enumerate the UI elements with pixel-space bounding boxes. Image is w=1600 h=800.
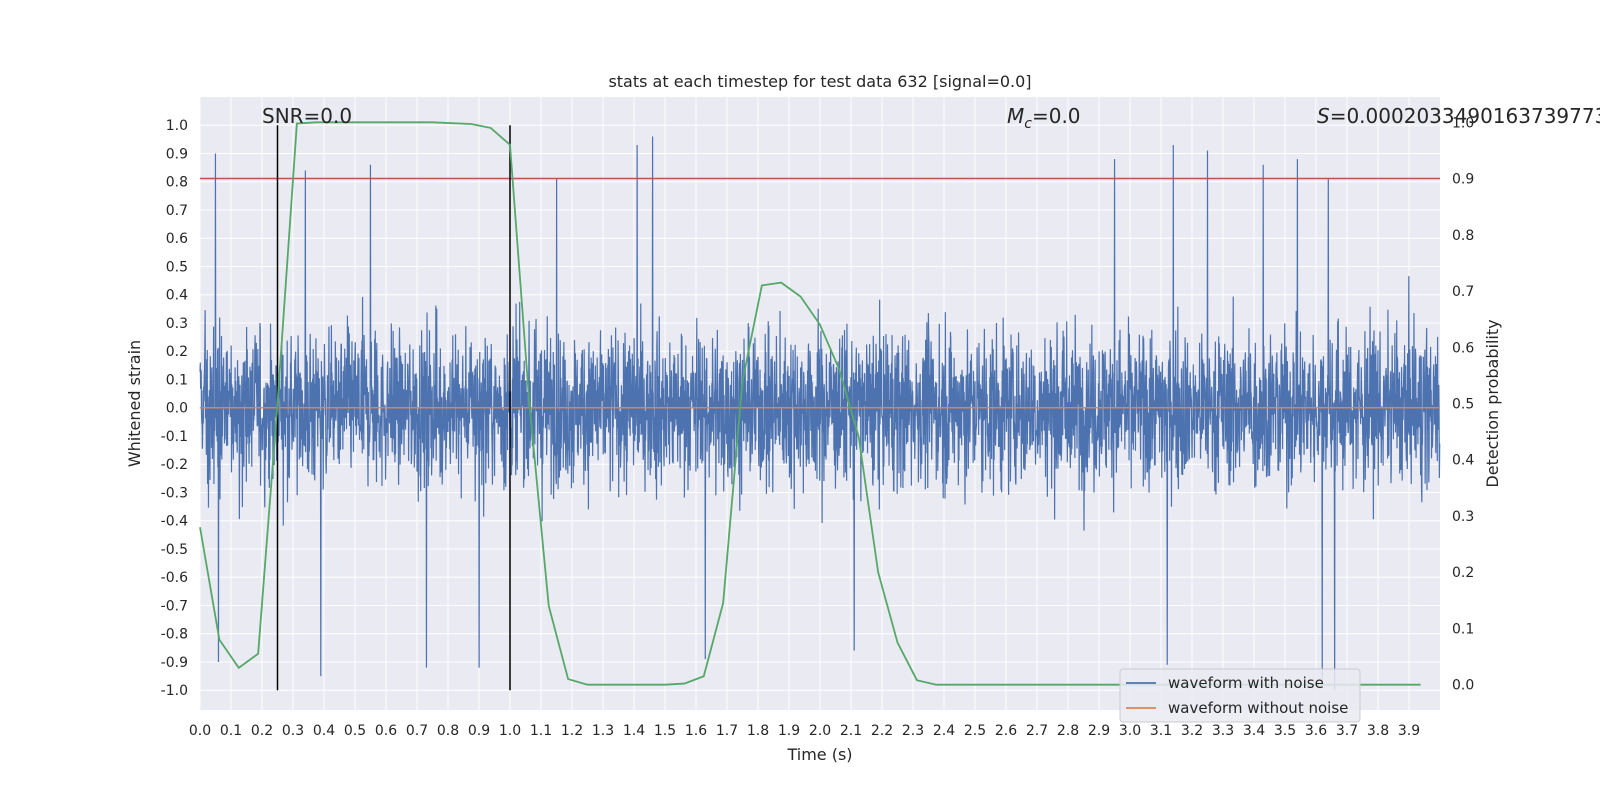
chirp-mass-value: =0.0 <box>1032 104 1081 128</box>
x-tick-label: 1.2 <box>561 723 583 739</box>
y-left-tick-label: 0.2 <box>166 344 188 360</box>
y-left-tick-label: 0.1 <box>166 372 188 388</box>
y-right-tick-label: 0.8 <box>1452 228 1474 244</box>
y-left-tick-label: -0.5 <box>161 542 188 558</box>
s-value: =0.00020334901637397735 <box>1330 104 1600 128</box>
y-left-tick-label: -0.2 <box>161 457 188 473</box>
x-tick-label: 0.5 <box>344 723 366 739</box>
x-tick-label: 2.9 <box>1088 723 1110 739</box>
x-tick-label: 0.0 <box>189 723 211 739</box>
y-left-tick-label: 0.6 <box>166 231 188 247</box>
y-left-tick-label: 0.9 <box>166 146 188 162</box>
y-left-tick-label: -0.4 <box>161 514 188 530</box>
x-tick-label: 3.2 <box>1181 723 1203 739</box>
x-tick-label: 0.8 <box>437 723 459 739</box>
legend-label-waveform-without-noise: waveform without noise <box>1168 699 1348 717</box>
y-left-tick-label: -0.1 <box>161 429 188 445</box>
chirp-mass-annotation: Mc=0.0 <box>1007 104 1081 132</box>
y-left-tick-label: 1.0 <box>166 118 188 134</box>
y-axis-right-ticks: 1.0 0.9 0.8 0.7 0.6 0.5 0.4 0.3 0.2 0.1 0.0 <box>1452 115 1474 693</box>
x-tick-label: 0.6 <box>375 723 397 739</box>
x-tick-label: 3.1 <box>1150 723 1172 739</box>
s-statistic-annotation: S=0.00020334901637397735 <box>1317 104 1600 128</box>
x-tick-label: 0.2 <box>251 723 273 739</box>
x-tick-label: 3.7 <box>1336 723 1358 739</box>
snr-annotation: SNR=0.0 <box>262 104 352 128</box>
y-right-tick-label: 0.6 <box>1452 340 1474 356</box>
waveform-with-noise-line <box>199 136 1441 691</box>
x-tick-label: 3.9 <box>1398 723 1420 739</box>
x-tick-label: 3.3 <box>1212 723 1234 739</box>
y-left-tick-label: 0.5 <box>166 259 188 275</box>
y-right-tick-label: 0.1 <box>1452 621 1474 637</box>
x-tick-label: 0.7 <box>406 723 428 739</box>
y-right-tick-label: 1.0 <box>1452 115 1474 131</box>
y-right-tick-label: 0.4 <box>1452 453 1474 469</box>
legend-label-waveform-with-noise: waveform with noise <box>1168 674 1324 692</box>
x-tick-label: 1.0 <box>499 723 521 739</box>
y-axis-left-ticks: 1.0 0.9 0.8 0.7 0.6 0.5 0.4 0.3 0.2 0.1 0.0 -0.1 -0.… <box>161 118 188 699</box>
x-tick-label: 2.1 <box>840 723 862 739</box>
y-right-tick-label: 0.3 <box>1452 509 1474 525</box>
x-tick-label: 1.8 <box>747 723 769 739</box>
x-tick-label: 2.4 <box>933 723 955 739</box>
y-left-tick-label: 0.3 <box>166 316 188 332</box>
y-right-tick-label: 0.5 <box>1452 397 1474 413</box>
series-waveform-with-noise <box>199 136 1441 691</box>
y-left-tick-label: -0.3 <box>161 485 188 501</box>
x-tick-label: 1.4 <box>623 723 645 739</box>
y-left-tick-label: 0.0 <box>166 401 188 417</box>
x-tick-label: 1.3 <box>592 723 614 739</box>
y-axis-left-label: Whitened strain <box>125 340 144 467</box>
x-tick-label: 3.5 <box>1274 723 1296 739</box>
x-tick-label: 2.2 <box>871 723 893 739</box>
y-left-tick-label: 0.8 <box>166 175 188 191</box>
x-tick-label: 1.5 <box>654 723 676 739</box>
y-left-tick-label: -0.8 <box>161 627 188 643</box>
y-left-tick-label: -0.7 <box>161 598 188 614</box>
chart-title: stats at each timestep for test data 632… <box>608 72 1031 91</box>
x-tick-label: 1.7 <box>716 723 738 739</box>
x-tick-label: 3.0 <box>1119 723 1141 739</box>
x-tick-label: 1.1 <box>530 723 552 739</box>
legend-box <box>1119 668 1361 723</box>
x-tick-label: 2.5 <box>964 723 986 739</box>
y-left-tick-label: 0.7 <box>166 203 188 219</box>
x-tick-label: 2.7 <box>1026 723 1048 739</box>
x-tick-label: 3.4 <box>1243 723 1265 739</box>
x-tick-label: 2.6 <box>995 723 1017 739</box>
y-left-tick-label: -1.0 <box>161 683 188 699</box>
y-right-tick-label: 0.7 <box>1452 284 1474 300</box>
x-tick-label: 0.3 <box>282 723 304 739</box>
x-tick-label: 0.1 <box>220 723 242 739</box>
x-tick-label: 0.9 <box>468 723 490 739</box>
x-tick-label: 2.3 <box>902 723 924 739</box>
x-tick-label: 2.0 <box>809 723 831 739</box>
x-tick-label: 3.6 <box>1305 723 1327 739</box>
legend: waveform with noise waveform without noi… <box>1119 668 1361 723</box>
x-tick-label: 1.6 <box>685 723 707 739</box>
y-left-tick-label: -0.9 <box>161 655 188 671</box>
y-right-tick-label: 0.2 <box>1452 565 1474 581</box>
chirp-mass-symbol: M <box>1007 104 1024 128</box>
s-symbol: S <box>1317 104 1330 128</box>
x-tick-label: 1.9 <box>778 723 800 739</box>
y-right-tick-label: 0.0 <box>1452 678 1474 694</box>
y-left-tick-label: 0.4 <box>166 288 188 304</box>
y-axis-right-label: Detection probability <box>1483 319 1502 487</box>
series-detection-probability <box>199 121 1421 686</box>
x-axis-label: Time (s) <box>786 745 852 764</box>
y-left-tick-label: -0.6 <box>161 570 188 586</box>
x-tick-label: 0.4 <box>313 723 335 739</box>
detection-probability-line <box>199 121 1421 686</box>
x-tick-label: 3.8 <box>1367 723 1389 739</box>
y-right-tick-label: 0.9 <box>1452 172 1474 188</box>
x-axis-ticks: 0.0 0.1 0.2 0.3 0.4 0.5 0.6 0.7 0.8 0.9 1.0 1.1 1.2 1… <box>189 723 1420 739</box>
x-tick-label: 2.8 <box>1057 723 1079 739</box>
chirp-mass-subscript: c <box>1024 116 1032 132</box>
